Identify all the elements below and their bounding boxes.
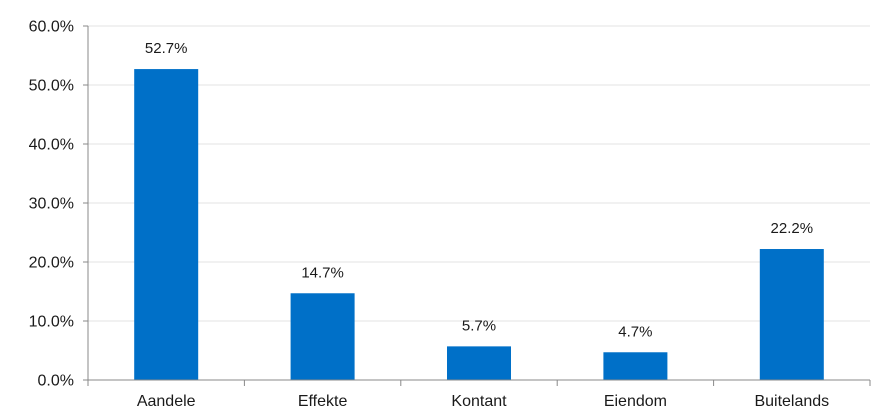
y-tick-label: 40.0% (29, 137, 74, 154)
y-tick-label: 20.0% (29, 255, 74, 272)
x-tick-label: Eiendom (604, 393, 667, 408)
y-tick-label: 10.0% (29, 314, 74, 331)
bar-buitelands (759, 249, 824, 380)
data-label: 4.7% (618, 323, 652, 340)
data-labels: 52.7% 14.7% 5.7% 4.7% 22.2% (145, 40, 813, 340)
data-label: 14.7% (301, 264, 344, 281)
y-tick-label: 30.0% (29, 196, 74, 213)
x-tick-label: Effekte (298, 393, 348, 408)
bar-kontant (447, 346, 511, 380)
y-tick-label: 0.0% (38, 373, 74, 390)
data-label: 5.7% (462, 317, 496, 334)
bar-effekte (290, 293, 355, 380)
bar-eiendom (603, 352, 668, 380)
y-tick-label: 60.0% (29, 19, 74, 36)
data-label: 22.2% (771, 220, 814, 237)
gridlines (88, 25, 870, 322)
data-label: 52.7% (145, 40, 188, 57)
bar-aandele (134, 69, 199, 380)
x-tick-label: Buitelands (754, 393, 829, 408)
bars (134, 69, 824, 380)
y-tick-labels: 0.0% 10.0% 20.0% 30.0% 40.0% 50.0% 60.0% (29, 19, 74, 390)
y-tick-label: 50.0% (29, 78, 74, 95)
x-tick-labels: Aandele Effekte Kontant Eiendom Buitelands (137, 393, 829, 410)
x-tick-label: Aandele (137, 393, 196, 408)
axes (83, 25, 871, 386)
x-tick-label: Kontant (451, 393, 507, 408)
